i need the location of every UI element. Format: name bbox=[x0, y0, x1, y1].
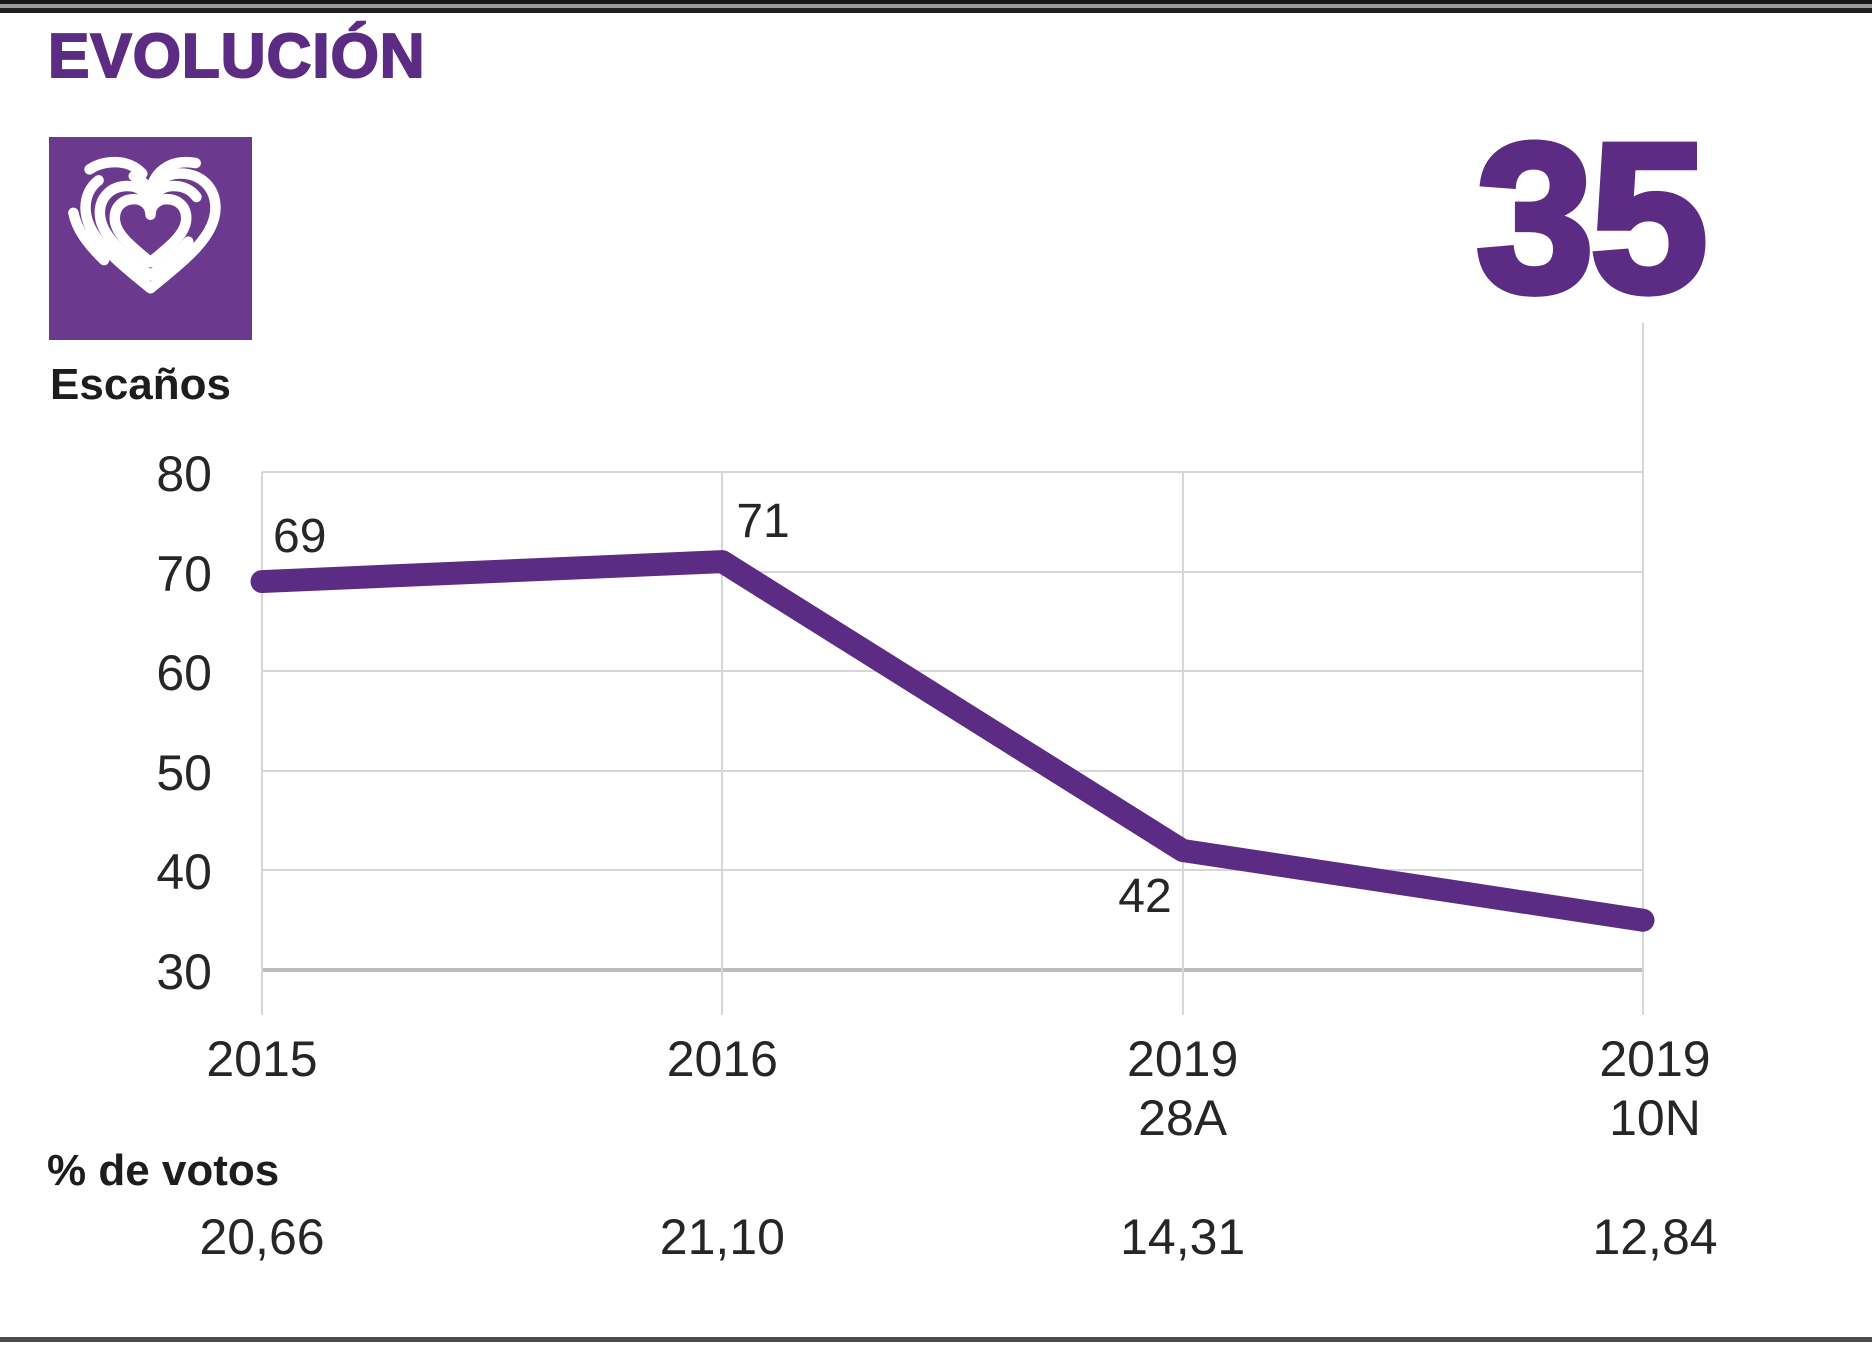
x-axis-tick-label: 28A bbox=[1138, 1090, 1228, 1146]
seats-axis-title: Escaños bbox=[50, 360, 231, 409]
x-axis-tick-label: 2015 bbox=[206, 1031, 318, 1087]
y-axis-tick-label: 50 bbox=[156, 744, 212, 801]
y-axis-tick-label: 70 bbox=[156, 545, 212, 602]
x-axis-tick-label: 2016 bbox=[666, 1031, 778, 1087]
gridline-y-50 bbox=[262, 769, 1643, 772]
y-axis-tick-label: 80 bbox=[156, 446, 212, 502]
podemos-heart-icon bbox=[49, 137, 252, 340]
votes-percent-value: 12,84 bbox=[1592, 1209, 1718, 1265]
votes-percent-value: 14,31 bbox=[1120, 1209, 1246, 1265]
gridline-y-70 bbox=[262, 570, 1643, 573]
gridline-x-2019-28A bbox=[1181, 472, 1184, 1015]
votes-percent-value: 20,66 bbox=[199, 1209, 325, 1265]
x-axis-tick-label: 10N bbox=[1609, 1090, 1701, 1146]
data-point-label: 42 bbox=[1118, 870, 1172, 924]
x-axis-tick-label: 2019 bbox=[1599, 1031, 1711, 1087]
latest-seats-big-number: 35 bbox=[1473, 99, 1712, 336]
gridline-y-40 bbox=[262, 869, 1643, 872]
heart-accent-arcs bbox=[73, 162, 229, 300]
heart-middle-outline bbox=[100, 186, 201, 275]
page-title: EVOLUCIÓN bbox=[47, 22, 426, 91]
x-axis-tick-label: 2019 bbox=[1127, 1031, 1239, 1087]
data-point-label: 71 bbox=[736, 494, 790, 548]
data-point-label: 69 bbox=[273, 509, 327, 563]
heart-outer-outline bbox=[86, 174, 216, 289]
votes-percent-value: 21,10 bbox=[659, 1209, 785, 1265]
seats-trend-line bbox=[250, 550, 1655, 932]
y-axis-tick-label: 40 bbox=[156, 844, 212, 901]
gridline-y-30 bbox=[262, 968, 1643, 972]
top-border-rule bbox=[0, 0, 1872, 13]
gridline-x-2016 bbox=[721, 472, 724, 1015]
gridline-x-2019-10N bbox=[1642, 323, 1644, 1015]
votes-row-title: % de votos bbox=[47, 1146, 280, 1195]
heart-inner-outline bbox=[115, 199, 186, 262]
y-axis-tick-label: 30 bbox=[156, 944, 212, 1000]
podemos-logo bbox=[49, 137, 252, 340]
gridline-x-2015 bbox=[261, 472, 263, 1015]
bottom-border-rule bbox=[0, 1337, 1872, 1342]
gridline-y-60 bbox=[262, 670, 1643, 673]
heart-outline-group bbox=[73, 162, 229, 300]
gridline-y-80 bbox=[262, 471, 1643, 473]
y-axis-tick-label: 60 bbox=[156, 645, 212, 702]
